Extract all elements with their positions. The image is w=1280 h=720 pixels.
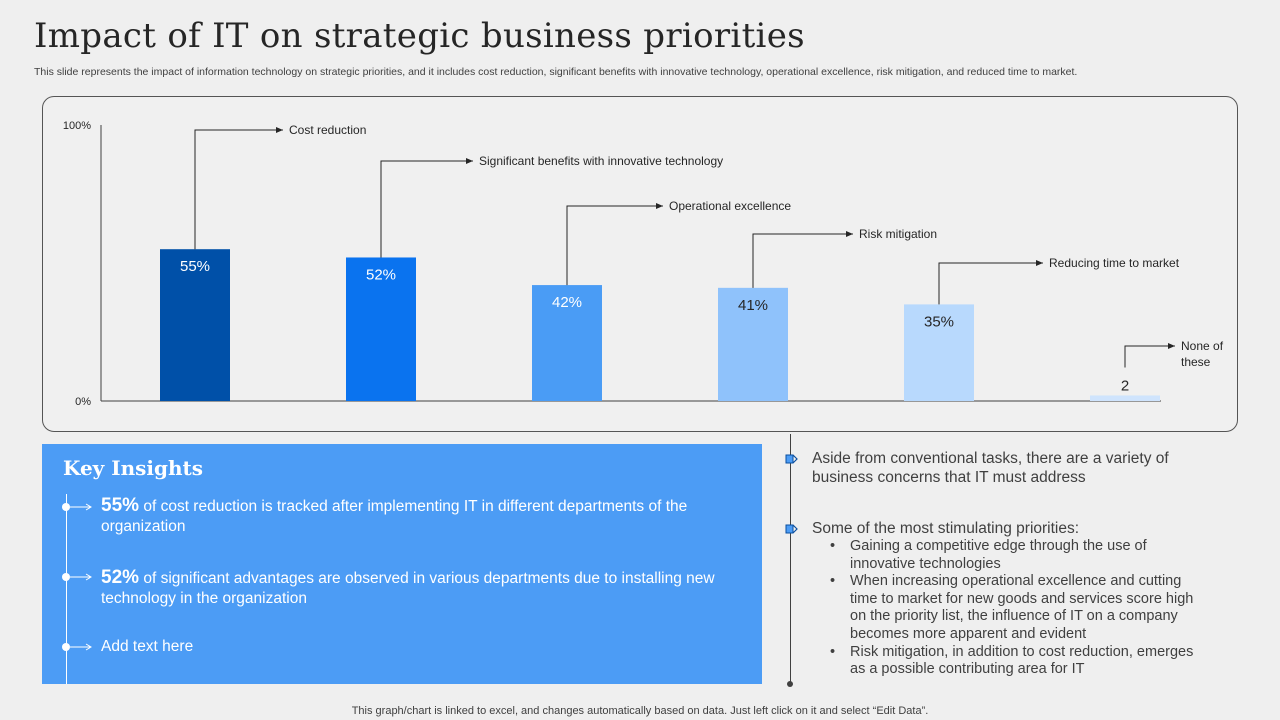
annotation-leader [380,158,473,258]
category-label: Significant benefits with innovative tec… [479,154,723,168]
insight-text: of significant advantages are observed i… [101,570,715,607]
y-tick-label: 0% [75,396,91,408]
bar-value-label: 2 [1121,377,1129,394]
insight-highlight: 52% [101,567,140,588]
key-insights-title: Key Insights [63,456,204,480]
insight-item-placeholder[interactable]: Add text here [101,637,741,657]
insight-item: 52% of significant advantages are observ… [101,568,741,609]
insight-arrow-icon [70,503,92,511]
bar [532,285,602,401]
insight-dot-icon [62,573,70,581]
right-timeline [790,434,791,684]
annotation-leader [194,127,283,250]
right-point-1: Aside from conventional tasks, there are… [812,450,1169,486]
bar [718,287,788,401]
chart-panel: 0% 100% 55% Cost reduction 52% Significant be… [42,96,1238,432]
list-item: When increasing operational excellence a… [830,573,1210,643]
category-label: Operational excellence [669,199,791,213]
insight-highlight: 55% [101,495,140,516]
category-label: None of these [1181,339,1224,369]
insight-item: 55% of cost reduction is tracked after i… [101,496,741,537]
page-title: Impact of IT on strategic business prior… [34,16,805,56]
bar-value-label: 55% [180,258,210,275]
right-point-2: Some of the most stimulating priorities: [812,520,1080,537]
annotation-leader [566,203,663,286]
category-label: Reducing time to market [1049,256,1180,270]
priorities-list: Gaining a competitive edge through the u… [830,538,1210,679]
bar-value-label: 42% [552,294,582,311]
list-item: Gaining a competitive edge through the u… [830,538,1210,573]
annotation-leader [938,260,1043,305]
insight-dot-icon [62,643,70,651]
annotation-leader [1124,343,1175,368]
bar-chart[interactable]: 0% 100% 55% Cost reduction 52% Significant be… [43,97,1239,433]
key-insights-panel: Key Insights 55% of cost reduction is tr… [42,444,762,684]
y-tick-label: 100% [63,120,91,132]
bar [160,249,230,401]
bar [1090,395,1160,401]
insight-arrow-icon [70,643,92,651]
insights-timeline [66,494,67,684]
chevron-right-icon [785,524,798,534]
insight-dot-icon [62,503,70,511]
bar [904,304,974,401]
bar-value-label: 41% [738,297,768,314]
annotation-leader [752,231,853,288]
bar-value-label: 52% [366,266,396,283]
bar-value-label: 35% [924,313,954,330]
insight-arrow-icon [70,573,92,581]
category-label: Cost reduction [289,123,366,137]
footer-note: This graph/chart is linked to excel, and… [351,705,929,717]
bar [346,257,416,401]
category-label: Risk mitigation [859,227,937,241]
chevron-right-icon [785,454,798,464]
list-item: Risk mitigation, in addition to cost red… [830,644,1210,679]
insight-text[interactable]: Add text here [101,638,194,655]
page-subtitle: This slide represents the impact of info… [34,66,1078,78]
insight-text: of cost reduction is tracked after imple… [101,498,688,535]
timeline-end-dot-icon [787,681,793,687]
